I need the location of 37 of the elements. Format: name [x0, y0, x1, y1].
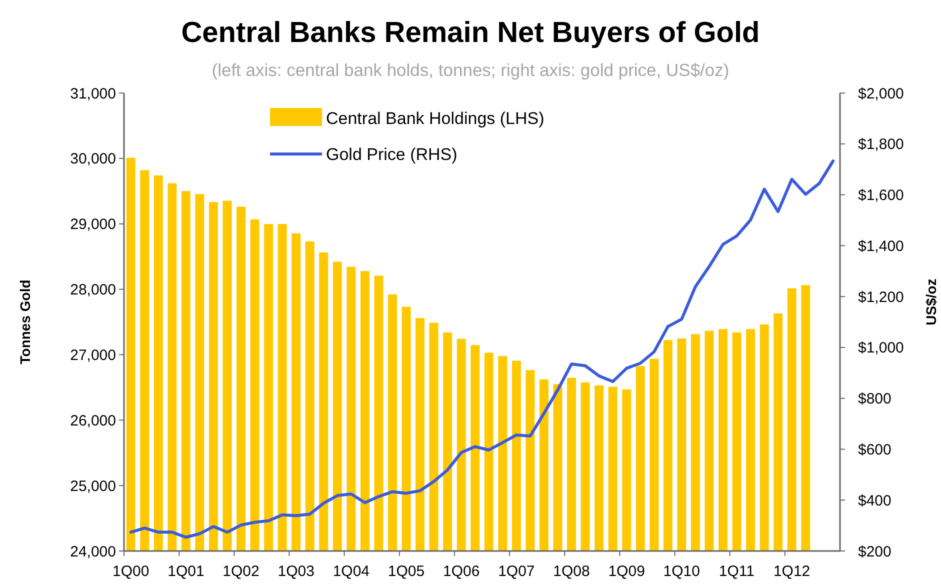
y2-tick-label: $1,000	[858, 340, 904, 357]
y-tick-label: 27,000	[70, 346, 116, 364]
y-tick-label: 26,000	[70, 412, 116, 430]
y-tick-label: 30,000	[70, 150, 116, 168]
x-tick-label: 1Q00	[112, 563, 150, 580]
x-tick-label: 1Q08	[553, 563, 590, 580]
y2-tick-label: $200	[858, 543, 892, 560]
x-tick-label: 1Q06	[442, 563, 480, 580]
y2-tick-label: $600	[858, 441, 892, 458]
y2-tick-label: $1,800	[858, 136, 904, 154]
x-tick-label: 1Q02	[222, 563, 260, 580]
y2-axis-title: US$/oz	[923, 278, 939, 326]
x-tick-label: 1Q11	[718, 563, 755, 580]
y-tick-label: 31,000	[70, 85, 116, 102]
x-tick-label: 1Q03	[278, 563, 314, 580]
y2-tick-label: $1,400	[858, 238, 904, 255]
y2-tick-label: $2,000	[858, 85, 904, 102]
y-tick-label: 24,000	[70, 543, 116, 560]
x-tick-label: 1Q04	[332, 563, 370, 580]
x-tick-label: 1Q09	[608, 563, 645, 580]
y-tick-label: 28,000	[70, 282, 116, 299]
legend-label: Gold Price (RHS)	[326, 144, 458, 164]
y2-tick-label: $800	[858, 390, 892, 408]
y2-tick-label: $1,200	[858, 288, 904, 306]
x-tick-label: 1Q01	[168, 563, 204, 580]
chart-title: Central Banks Remain Net Buyers of Gold	[181, 17, 760, 49]
legend-label: Central Bank Holdings (LHS)	[326, 108, 544, 128]
chart-subtitle: (left axis: central bank holds, tonnes; right axis: gold price, US$/oz)	[212, 60, 730, 80]
y-axis-title: Tonnes Gold	[17, 280, 33, 364]
x-tick-label: 1Q10	[663, 563, 700, 580]
x-tick-label: 1Q05	[388, 563, 425, 580]
y-tick-label: 25,000	[70, 478, 116, 495]
y-tick-label: 29,000	[70, 216, 116, 234]
y2-tick-label: $1,600	[858, 187, 904, 204]
x-tick-label: 1Q07	[498, 563, 535, 580]
x-tick-label: 1Q12	[773, 563, 810, 580]
y2-tick-label: $400	[858, 492, 892, 510]
